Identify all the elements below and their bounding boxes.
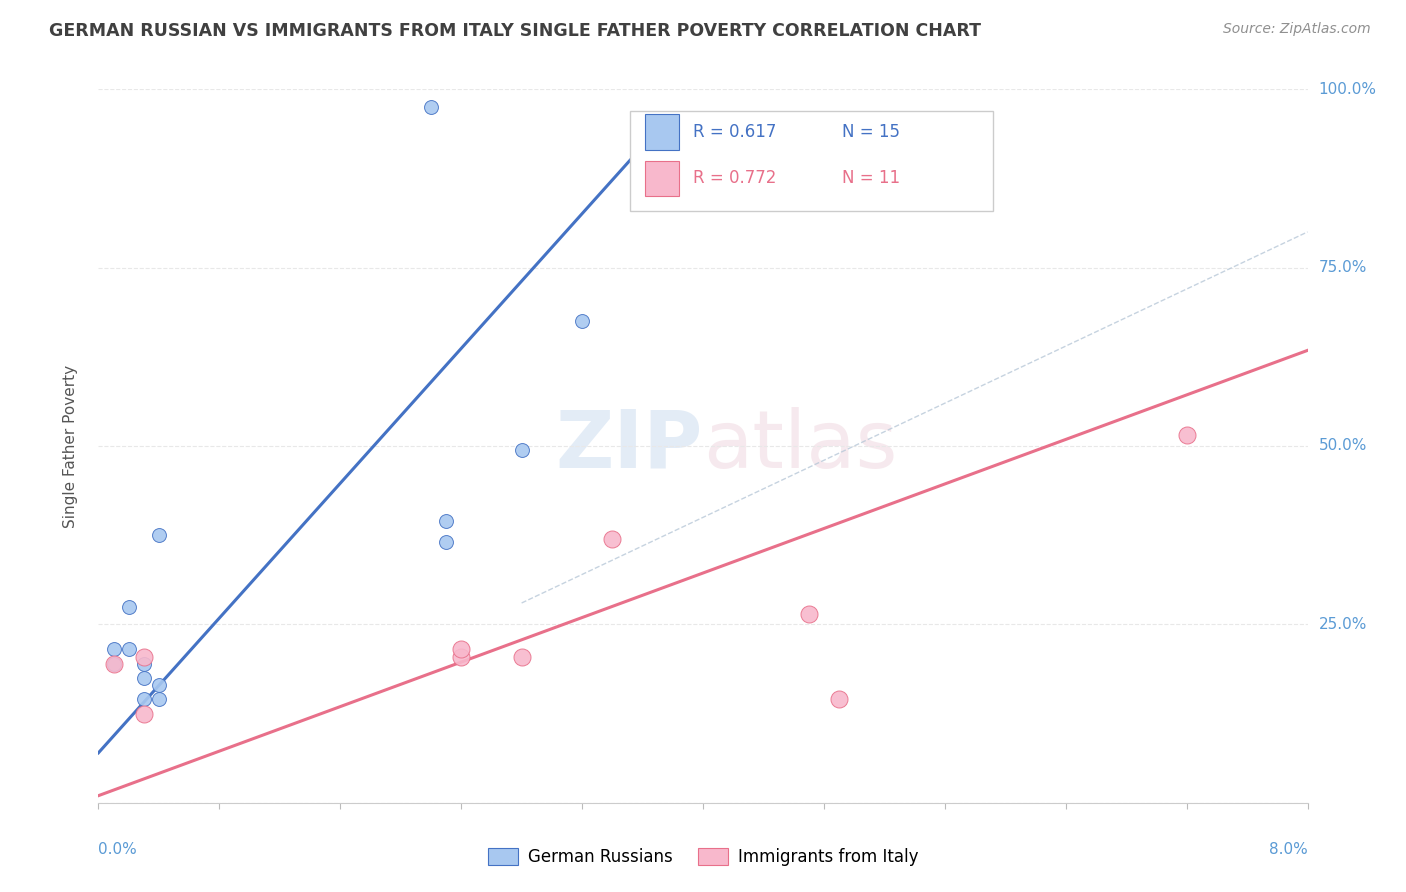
Point: [148, 678, 170, 692]
Point: [602, 532, 624, 546]
Legend: German Russians, Immigrants from Italy: German Russians, Immigrants from Italy: [481, 841, 925, 873]
Point: [419, 100, 441, 114]
Text: 0.0%: 0.0%: [98, 842, 138, 856]
Bar: [645, 161, 679, 196]
Text: Source: ZipAtlas.com: Source: ZipAtlas.com: [1223, 22, 1371, 37]
Point: [1175, 428, 1198, 442]
Point: [132, 671, 155, 685]
Point: [103, 657, 125, 671]
Point: [450, 649, 472, 664]
Text: ZIP: ZIP: [555, 407, 703, 485]
Text: 25.0%: 25.0%: [1319, 617, 1367, 632]
Text: 75.0%: 75.0%: [1319, 260, 1367, 275]
Text: 100.0%: 100.0%: [1319, 82, 1376, 96]
Point: [132, 657, 155, 671]
Text: 50.0%: 50.0%: [1319, 439, 1367, 453]
Point: [103, 657, 125, 671]
Point: [132, 706, 155, 721]
Point: [434, 514, 457, 528]
Text: GERMAN RUSSIAN VS IMMIGRANTS FROM ITALY SINGLE FATHER POVERTY CORRELATION CHART: GERMAN RUSSIAN VS IMMIGRANTS FROM ITALY …: [49, 22, 981, 40]
Point: [118, 642, 141, 657]
Point: [450, 642, 472, 657]
Point: [434, 535, 457, 549]
Point: [132, 649, 155, 664]
Point: [118, 599, 141, 614]
Point: [828, 692, 851, 706]
Point: [103, 642, 125, 657]
FancyBboxPatch shape: [630, 111, 993, 211]
Text: 8.0%: 8.0%: [1268, 842, 1308, 856]
Point: [148, 692, 170, 706]
Text: N = 15: N = 15: [842, 123, 900, 141]
Point: [797, 607, 820, 621]
Point: [148, 528, 170, 542]
Text: atlas: atlas: [703, 407, 897, 485]
Point: [510, 649, 533, 664]
Point: [1402, 82, 1406, 96]
Point: [510, 442, 533, 457]
Bar: [645, 114, 679, 150]
Text: N = 11: N = 11: [842, 169, 900, 187]
Point: [132, 692, 155, 706]
Text: R = 0.617: R = 0.617: [693, 123, 776, 141]
Y-axis label: Single Father Poverty: Single Father Poverty: [63, 365, 77, 527]
Text: R = 0.772: R = 0.772: [693, 169, 776, 187]
Point: [571, 314, 593, 328]
